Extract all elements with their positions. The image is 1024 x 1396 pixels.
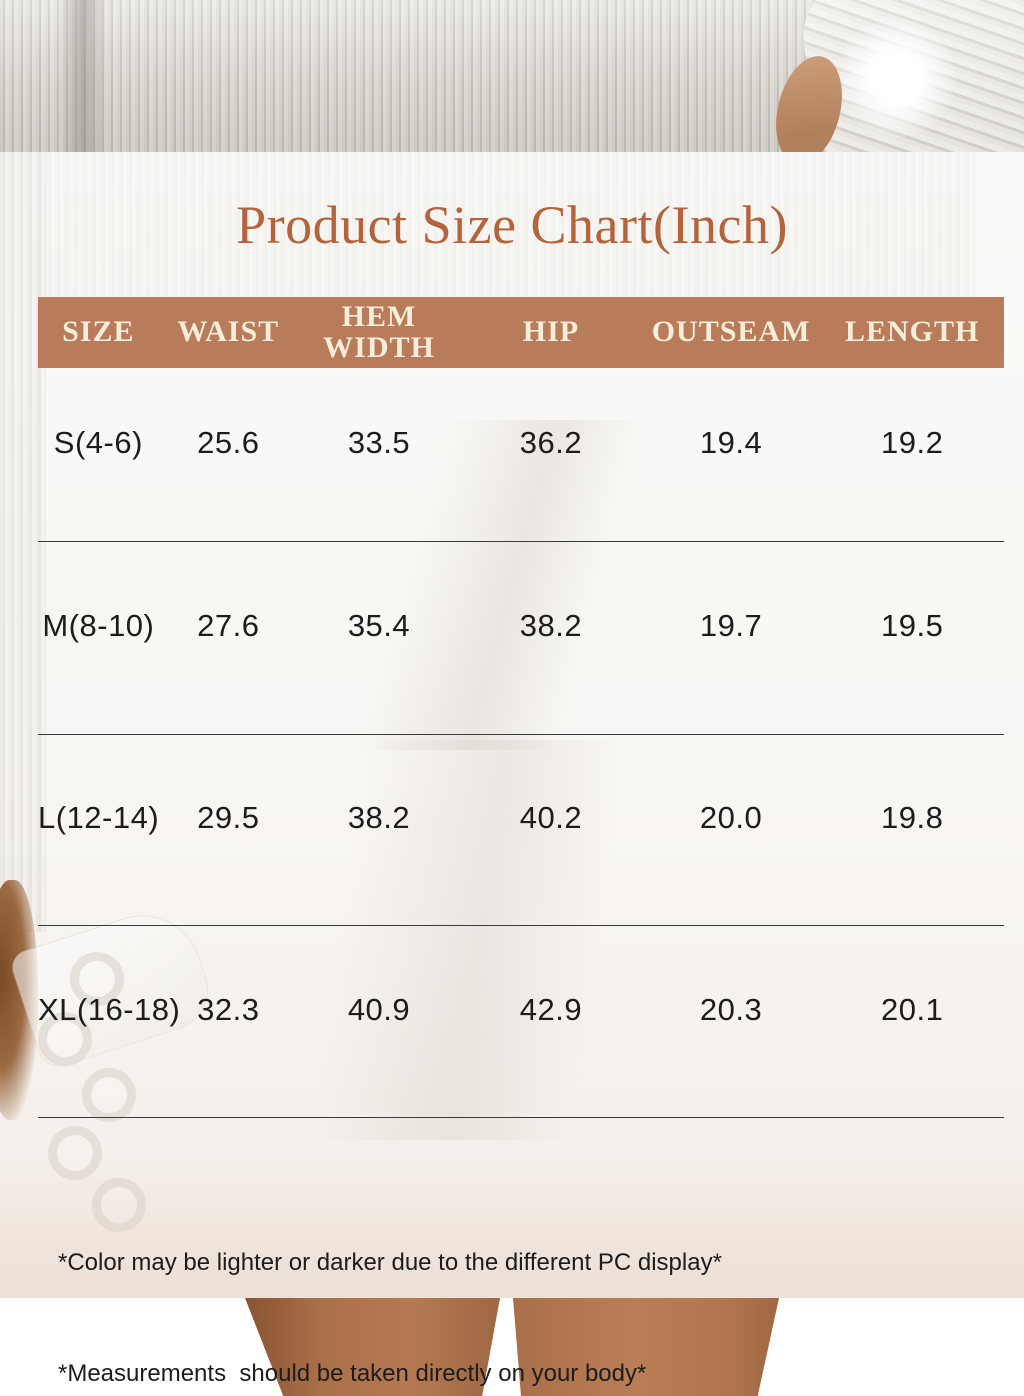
cell-outseam: 20.0	[699, 800, 763, 835]
model-right-leg	[513, 1298, 779, 1396]
cell-waist: 25.6	[197, 424, 260, 460]
table-row-s: S(4-6) 25.6 33.5 36.2 19.4 19.2	[38, 368, 1004, 542]
header-cell-size: SIZE	[62, 315, 135, 349]
cell-waist: 27.6	[197, 608, 260, 643]
skirt-hem-warm-tint	[0, 1150, 1024, 1298]
table-header-row: SIZE WAIST HEM WIDTH HIP OUTSEAM LENGTH	[38, 297, 1004, 368]
sweater-fold-shadow	[58, 0, 108, 152]
cell-length: 19.2	[881, 424, 944, 460]
cell-size: M(8-10)	[42, 608, 155, 643]
size-chart-table: SIZE WAIST HEM WIDTH HIP OUTSEAM LENGTH …	[38, 297, 1004, 1118]
sleeve-highlight	[836, 18, 956, 138]
faded-sweater-hem-texture	[46, 152, 976, 302]
cell-waist: 32.3	[197, 991, 260, 1027]
header-cell-waist: WAIST	[177, 315, 280, 349]
cell-waist: 29.5	[197, 800, 260, 835]
model-photo-top-band	[0, 0, 1024, 152]
cell-outseam: 19.7	[699, 608, 763, 643]
header-cell-length: LENGTH	[845, 315, 980, 349]
handbag-chain-link	[48, 1126, 102, 1180]
table-row-l: L(12-14) 29.5 38.2 40.2 20.0 19.8	[38, 735, 1004, 926]
cell-hem-width: 38.2	[347, 800, 411, 835]
header-cell-hip: HIP	[522, 315, 580, 349]
header-cell-outseam: OUTSEAM	[651, 315, 811, 349]
skirt-fold-shadow	[0, 420, 1024, 750]
header-cell-hem-width: HEM WIDTH	[323, 299, 435, 364]
handbag-chain-link	[70, 952, 124, 1006]
cell-hem-width: 33.5	[347, 424, 411, 460]
cell-length: 20.1	[881, 991, 944, 1027]
cell-size: XL(16-18)	[38, 991, 181, 1027]
cell-hip: 36.2	[519, 424, 583, 460]
cell-hip: 40.2	[519, 800, 583, 835]
cell-hip: 42.9	[519, 991, 583, 1027]
disclaimer-notes: *Color may be lighter or darker due to t…	[58, 1170, 722, 1396]
cell-size: L(12-14)	[38, 800, 160, 835]
handbag-chain-link	[38, 1012, 92, 1066]
cell-outseam: 20.3	[699, 991, 763, 1027]
cell-size: S(4-6)	[53, 424, 143, 460]
table-row-xl: XL(16-18) 32.3 40.9 42.9 20.3 20.1	[38, 926, 1004, 1118]
note-measurement-disclaimer: *Measurements should be taken directly o…	[58, 1360, 647, 1387]
sweater-rib-texture	[0, 0, 870, 152]
handbag-chain-link	[92, 1178, 146, 1232]
page-title: Product Size Chart(Inch)	[236, 195, 788, 255]
note-color-disclaimer: *Color may be lighter or darker due to t…	[58, 1249, 722, 1276]
cell-length: 19.5	[881, 608, 944, 643]
cell-hem-width: 40.9	[347, 991, 411, 1027]
model-left-leg	[245, 1298, 500, 1396]
cell-hip: 38.2	[519, 608, 583, 643]
table-row-m: M(8-10) 27.6 35.4 38.2 19.7 19.5	[38, 542, 1004, 735]
faded-sleeve-texture	[0, 152, 46, 932]
cell-length: 19.8	[881, 800, 944, 835]
cell-hem-width: 35.4	[347, 608, 411, 643]
cell-outseam: 19.4	[699, 424, 763, 460]
